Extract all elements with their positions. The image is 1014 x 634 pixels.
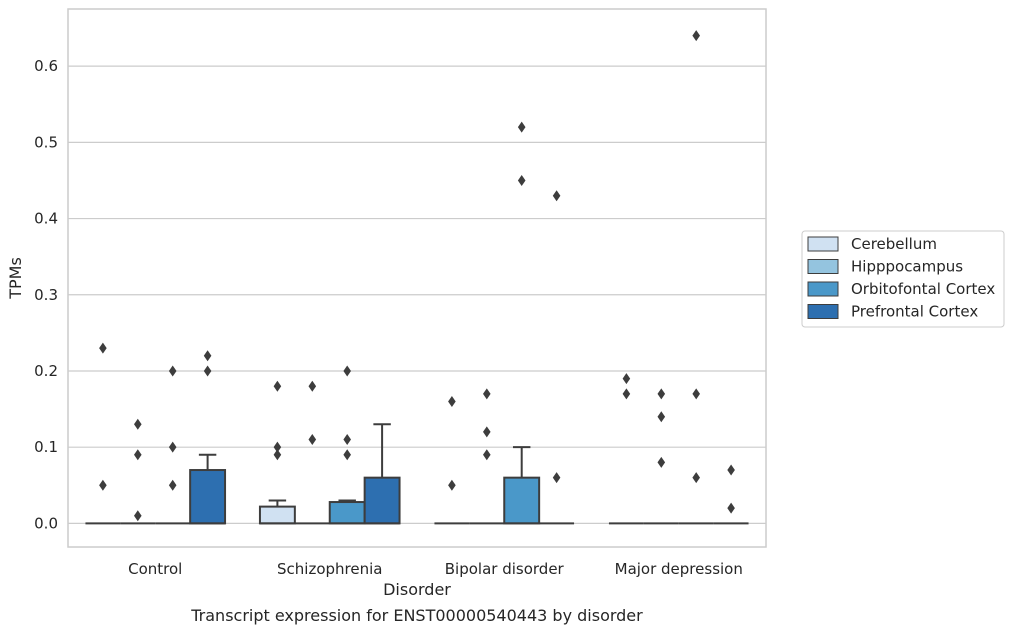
x-tick-label: Schizophrenia	[277, 560, 382, 578]
box-hipppocampus	[120, 418, 156, 525]
legend-label: Orbitofontal Cortex	[851, 280, 995, 298]
outlier-point	[343, 449, 351, 461]
outlier-point	[622, 373, 631, 385]
outlier-point	[308, 380, 317, 392]
gridlines	[68, 65, 766, 524]
outlier-point	[343, 434, 351, 446]
legend-swatch	[807, 236, 839, 252]
outlier-point	[168, 365, 177, 377]
box-body	[258, 505, 296, 525]
box-hipppocampus	[643, 388, 679, 525]
outlier-point	[552, 472, 561, 484]
outlier-point	[657, 411, 666, 423]
box-prefrontal-cortex	[713, 464, 749, 525]
outlier-point	[448, 479, 456, 491]
outlier-point	[134, 510, 142, 522]
y-tick-label: 0.1	[34, 438, 58, 456]
box-hipppocampus	[469, 388, 505, 525]
outlier-point	[622, 388, 631, 400]
box-cerebellum	[85, 342, 121, 525]
y-tick-labels: 0.0 0.1 0.2 0.3 0.4 0.5 0.6	[34, 57, 58, 532]
outlier-point	[343, 365, 351, 377]
outlier-point	[552, 190, 561, 202]
outlier-point	[308, 434, 317, 446]
x-tick-label: Major depression	[615, 560, 743, 578]
legend-swatch	[807, 259, 839, 274]
y-tick-label: 0.5	[34, 133, 58, 151]
x-axis-label: Disorder	[383, 580, 451, 599]
box-hipppocampus	[294, 380, 330, 525]
outlier-point	[692, 472, 700, 484]
box-body	[363, 476, 401, 525]
outlier-point	[692, 388, 700, 400]
outlier-point	[483, 426, 491, 438]
outlier-point	[727, 464, 735, 476]
outlier-point	[134, 449, 142, 461]
box-body	[328, 501, 366, 525]
outlier-point	[483, 388, 491, 400]
outlier-point	[203, 365, 212, 377]
box-prefrontal-cortex	[363, 423, 401, 525]
outlier-point	[692, 30, 700, 42]
box-orbitofontal-cortex	[328, 365, 366, 525]
box-cerebellum	[608, 373, 644, 525]
outlier-point	[168, 479, 177, 491]
box-cerebellum	[434, 395, 470, 525]
outlier-point	[657, 388, 666, 400]
outlier-point	[517, 174, 526, 186]
plot-frame	[67, 8, 767, 548]
x-tick-label: Bipolar disorder	[445, 560, 565, 578]
outlier-point	[134, 418, 142, 430]
outlier-point	[273, 380, 282, 392]
outlier-point	[203, 350, 212, 362]
outlier-point	[483, 449, 491, 461]
outlier-point	[448, 395, 456, 407]
y-tick-label: 0.4	[34, 210, 58, 228]
legend-swatch	[807, 281, 839, 297]
legend-label: Prefrontal Cortex	[851, 303, 978, 321]
figure-caption: Transcript expression for ENST0000054044…	[191, 606, 643, 625]
outlier-point	[99, 479, 107, 491]
outlier-point	[99, 342, 107, 354]
box-body	[189, 469, 227, 525]
y-tick-label: 0.0	[34, 514, 58, 532]
box-cerebellum	[258, 380, 296, 525]
box-prefrontal-cortex	[539, 190, 575, 525]
outlier-point	[273, 449, 282, 461]
outlier-point	[168, 441, 177, 453]
outlier-point	[273, 441, 282, 453]
outlier-point	[727, 502, 735, 514]
box-body	[503, 476, 541, 525]
legend-label: Hipppocampus	[851, 258, 963, 276]
legend-frame	[801, 230, 1005, 328]
legend: Cerebellum Hipppocampus Orbitofontal Corte…	[801, 230, 1005, 328]
y-tick-label: 0.2	[34, 362, 58, 380]
box-orbitofontal-cortex	[503, 121, 541, 525]
box-orbitofontal-cortex	[678, 30, 714, 525]
y-tick-label: 0.3	[34, 286, 58, 304]
y-axis-label: TPMs	[6, 257, 25, 300]
legend-label: Cerebellum	[851, 235, 937, 253]
outlier-point	[517, 121, 526, 133]
x-tick-labels: Control Schizophrenia Bipolar disorder Majo…	[128, 560, 743, 578]
legend-swatch	[807, 304, 839, 319]
box-orbitofontal-cortex	[155, 365, 191, 525]
box-prefrontal-cortex	[189, 350, 227, 525]
outlier-point	[657, 456, 666, 468]
box-series	[85, 30, 749, 525]
y-tick-label: 0.6	[34, 57, 58, 75]
x-tick-label: Control	[128, 560, 182, 578]
